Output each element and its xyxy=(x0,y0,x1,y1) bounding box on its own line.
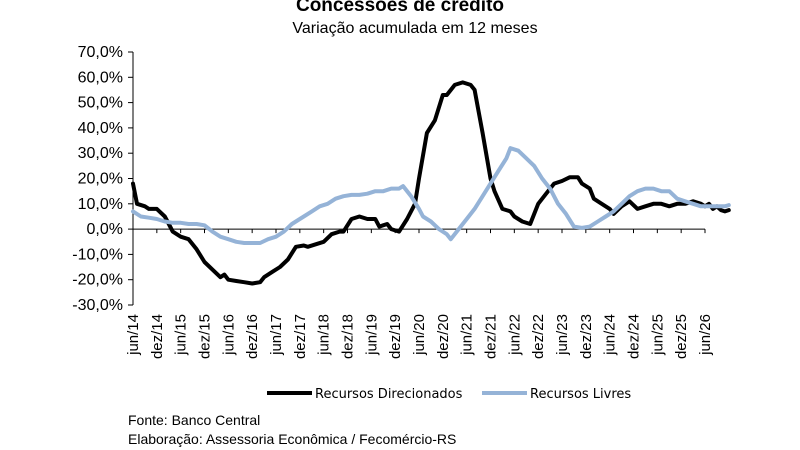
x-tick-label: jun/20 xyxy=(411,314,428,356)
x-tick-label: jun/15 xyxy=(173,314,190,356)
y-tick-label: 70,0% xyxy=(78,44,123,61)
y-tick-label: -20,0% xyxy=(72,272,123,289)
x-tick-label: jun/14 xyxy=(125,314,142,356)
x-tick-label: jun/25 xyxy=(649,314,666,356)
x-tick-label: jun/26 xyxy=(697,314,714,356)
x-tick-label: dez/16 xyxy=(244,314,261,359)
y-tick-label: 0,0% xyxy=(87,221,123,238)
chart-title: Concessões de crédito xyxy=(295,0,505,16)
y-tick-label: 50,0% xyxy=(78,95,123,112)
x-tick-label: dez/15 xyxy=(197,314,214,359)
x-tick-label: jun/18 xyxy=(316,314,333,356)
legend-label: Recursos Livres xyxy=(530,387,631,402)
x-tick-label: dez/21 xyxy=(483,314,500,359)
x-tick-label: jun/23 xyxy=(554,314,571,356)
x-tick-label: jun/16 xyxy=(220,314,237,356)
y-tick-label: -30,0% xyxy=(72,297,123,314)
series-lines xyxy=(131,80,731,286)
series-line-recursos-direcionados xyxy=(131,80,731,286)
y-tick-label: 40,0% xyxy=(78,120,123,137)
x-tick-label: dez/14 xyxy=(149,314,166,359)
y-tick-label: 30,0% xyxy=(78,145,123,162)
y-axis-tick-labels: 70,0% 60,0% 50,0% 40,0% 30,0% 20,0% 10,0% 0,0% -… xyxy=(72,44,123,314)
series-line-recursos-livres xyxy=(131,146,731,245)
x-tick-label: dez/17 xyxy=(292,314,309,359)
chart-axes xyxy=(128,51,706,306)
legend-label: Recursos Direcionados xyxy=(315,387,463,402)
y-tick-label: 20,0% xyxy=(78,171,123,188)
x-tick-label: dez/18 xyxy=(340,314,357,359)
y-tick-label: -10,0% xyxy=(72,246,123,263)
x-tick-label: jun/22 xyxy=(506,314,523,356)
x-tick-label: jun/24 xyxy=(602,314,619,356)
source-note: Fonte: Banco Central xyxy=(128,412,261,428)
x-axis-tick-labels: jun/14 dez/14 jun/15 dez/15 jun/16 dez/16 jun/… xyxy=(125,314,714,359)
y-tick-label: 60,0% xyxy=(78,69,123,86)
credit-note: Elaboração: Assessoria Econômica / Fecom… xyxy=(128,431,457,447)
line-chart: 70,0% 60,0% 50,0% 40,0% 30,0% 20,0% 10,0% 0,0% -… xyxy=(72,44,731,402)
x-tick-label: jun/19 xyxy=(363,314,380,356)
x-tick-label: dez/25 xyxy=(673,314,690,359)
x-tick-label: jun/17 xyxy=(268,314,285,356)
x-tick-label: dez/24 xyxy=(626,314,643,359)
x-tick-label: dez/19 xyxy=(387,314,404,359)
y-tick-label: 10,0% xyxy=(78,196,123,213)
chart-subtitle: Variação acumulada em 12 meses xyxy=(292,20,538,37)
x-tick-label: jun/21 xyxy=(459,314,476,356)
x-tick-label: dez/22 xyxy=(530,314,547,359)
x-tick-label: dez/23 xyxy=(578,314,595,359)
x-tick-label: dez/20 xyxy=(435,314,452,359)
legend: Recursos Direcionados Recursos Livres xyxy=(267,387,631,402)
